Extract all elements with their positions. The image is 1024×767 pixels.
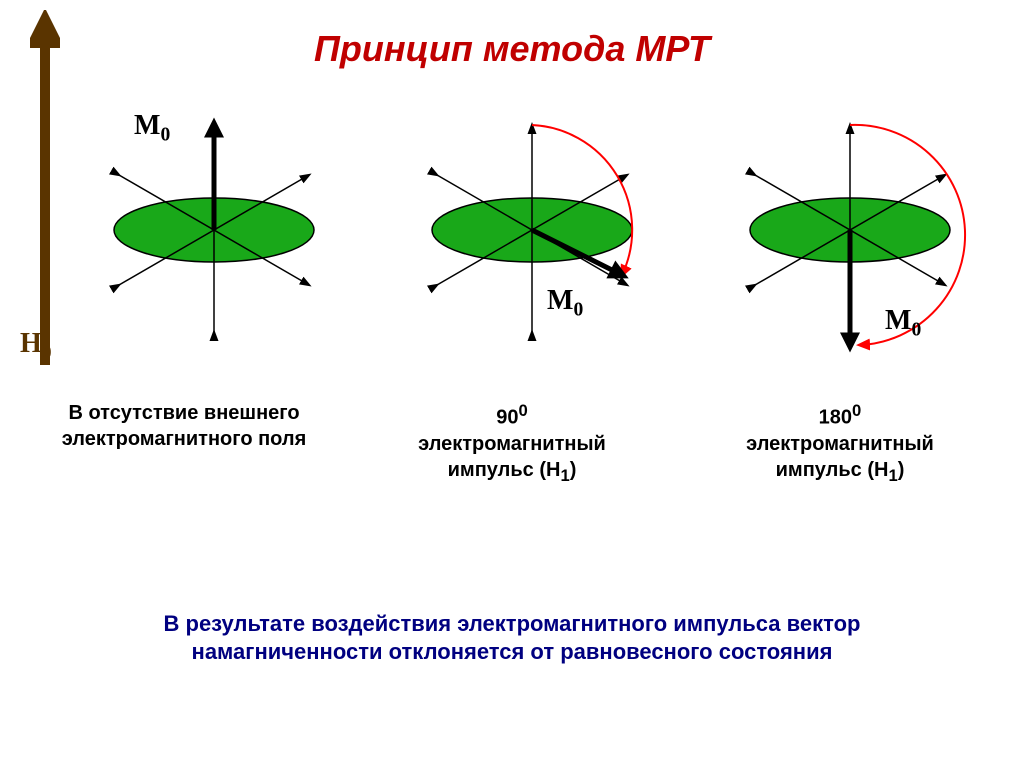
diagrams-row: М0 М0 М0 [60, 90, 1004, 370]
diagram-2-svg [382, 90, 682, 370]
summary-text: В результате воздействия электромагнитно… [0, 610, 1024, 667]
diagram-1: М0 [64, 90, 364, 370]
caption-2: 900электромагнитныйимпульс (Н1) [362, 400, 662, 486]
page-title: Принцип метода МРТ [0, 28, 1024, 70]
caption-row: В отсутствие внешнегоэлектромагнитного п… [20, 400, 1004, 486]
h0-label: Н0 [20, 328, 52, 365]
diagram-2: М0 [382, 90, 682, 370]
diagram-3-svg [700, 90, 1000, 370]
m0-label-1: М0 [134, 110, 170, 147]
diagram-3: М0 [700, 90, 1000, 370]
h0-field-arrow [30, 10, 60, 370]
caption-3: 1800электромагнитныйимпульс (Н1) [690, 400, 990, 486]
m0-label-3: М0 [885, 305, 921, 342]
m0-label-2: М0 [547, 285, 583, 322]
diagram-1-svg [64, 90, 364, 370]
caption-1: В отсутствие внешнегоэлектромагнитного п… [34, 400, 334, 486]
